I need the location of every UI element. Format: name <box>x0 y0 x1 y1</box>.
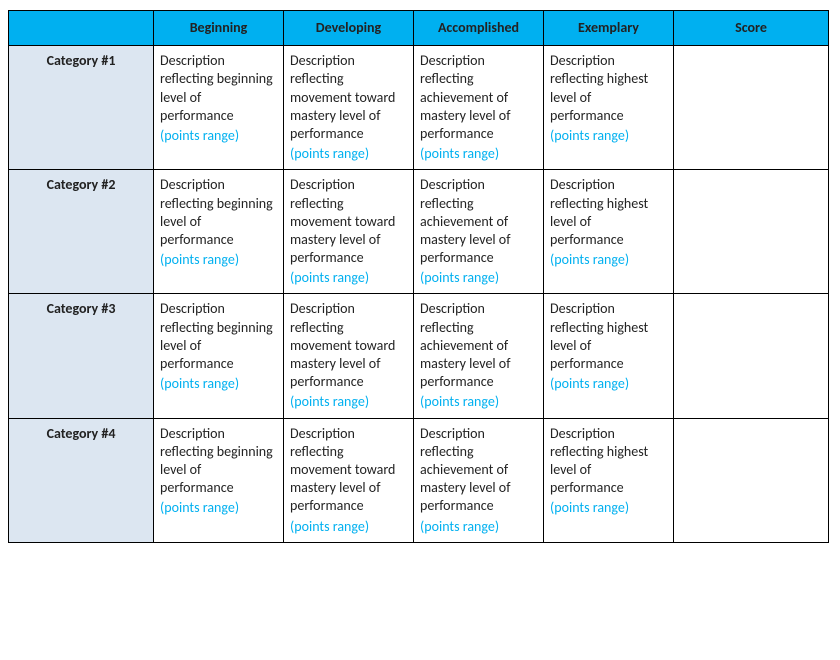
points-range: (points range) <box>550 251 667 269</box>
points-range: (points range) <box>160 375 277 393</box>
desc-cell-exemplary: Description reflecting highest level of … <box>544 46 674 170</box>
header-blank <box>9 11 154 46</box>
points-range: (points range) <box>420 518 537 536</box>
score-cell <box>674 294 829 418</box>
points-range: (points range) <box>550 499 667 517</box>
table-row: Category #2 Description reflecting begin… <box>9 170 829 294</box>
points-range: (points range) <box>290 518 407 536</box>
desc-text: Description reflecting achievement of ma… <box>420 52 510 142</box>
category-cell: Category #4 <box>9 418 154 542</box>
desc-cell-beginning: Description reflecting beginning level o… <box>154 418 284 542</box>
points-range: (points range) <box>290 145 407 163</box>
header-level-exemplary: Exemplary <box>544 11 674 46</box>
desc-cell-exemplary: Description reflecting highest level of … <box>544 418 674 542</box>
desc-cell-beginning: Description reflecting beginning level o… <box>154 294 284 418</box>
desc-text: Description reflecting movement toward m… <box>290 176 395 266</box>
table-row: Category #1 Description reflecting begin… <box>9 46 829 170</box>
desc-text: Description reflecting highest level of … <box>550 300 648 372</box>
desc-text: Description reflecting movement toward m… <box>290 300 395 390</box>
desc-text: Description reflecting highest level of … <box>550 52 648 124</box>
score-cell <box>674 170 829 294</box>
desc-cell-accomplished: Description reflecting achievement of ma… <box>414 170 544 294</box>
desc-text: Description reflecting highest level of … <box>550 425 648 497</box>
desc-text: Description reflecting achievement of ma… <box>420 176 510 266</box>
points-range: (points range) <box>160 251 277 269</box>
points-range: (points range) <box>420 145 537 163</box>
desc-cell-developing: Description reflecting movement toward m… <box>284 294 414 418</box>
header-score: Score <box>674 11 829 46</box>
points-range: (points range) <box>420 269 537 287</box>
desc-text: Description reflecting beginning level o… <box>160 300 273 372</box>
table-row: Category #3 Description reflecting begin… <box>9 294 829 418</box>
desc-text: Description reflecting beginning level o… <box>160 176 273 248</box>
header-level-accomplished: Accomplished <box>414 11 544 46</box>
points-range: (points range) <box>160 127 277 145</box>
desc-cell-developing: Description reflecting movement toward m… <box>284 418 414 542</box>
header-row: Beginning Developing Accomplished Exempl… <box>9 11 829 46</box>
desc-text: Description reflecting achievement of ma… <box>420 300 510 390</box>
desc-text: Description reflecting movement toward m… <box>290 52 395 142</box>
desc-cell-accomplished: Description reflecting achievement of ma… <box>414 418 544 542</box>
points-range: (points range) <box>160 499 277 517</box>
category-cell: Category #1 <box>9 46 154 170</box>
desc-cell-accomplished: Description reflecting achievement of ma… <box>414 294 544 418</box>
header-level-developing: Developing <box>284 11 414 46</box>
points-range: (points range) <box>290 269 407 287</box>
desc-text: Description reflecting beginning level o… <box>160 52 273 124</box>
desc-text: Description reflecting movement toward m… <box>290 425 395 515</box>
desc-cell-exemplary: Description reflecting highest level of … <box>544 170 674 294</box>
desc-text: Description reflecting highest level of … <box>550 176 648 248</box>
desc-cell-developing: Description reflecting movement toward m… <box>284 46 414 170</box>
category-cell: Category #3 <box>9 294 154 418</box>
rubric-table: Beginning Developing Accomplished Exempl… <box>8 10 829 543</box>
points-range: (points range) <box>420 393 537 411</box>
desc-cell-beginning: Description reflecting beginning level o… <box>154 170 284 294</box>
table-row: Category #4 Description reflecting begin… <box>9 418 829 542</box>
desc-cell-exemplary: Description reflecting highest level of … <box>544 294 674 418</box>
points-range: (points range) <box>290 393 407 411</box>
points-range: (points range) <box>550 127 667 145</box>
desc-cell-accomplished: Description reflecting achievement of ma… <box>414 46 544 170</box>
score-cell <box>674 418 829 542</box>
header-level-beginning: Beginning <box>154 11 284 46</box>
score-cell <box>674 46 829 170</box>
desc-text: Description reflecting beginning level o… <box>160 425 273 497</box>
desc-cell-beginning: Description reflecting beginning level o… <box>154 46 284 170</box>
category-cell: Category #2 <box>9 170 154 294</box>
desc-text: Description reflecting achievement of ma… <box>420 425 510 515</box>
desc-cell-developing: Description reflecting movement toward m… <box>284 170 414 294</box>
points-range: (points range) <box>550 375 667 393</box>
rubric-page: Beginning Developing Accomplished Exempl… <box>0 0 840 660</box>
